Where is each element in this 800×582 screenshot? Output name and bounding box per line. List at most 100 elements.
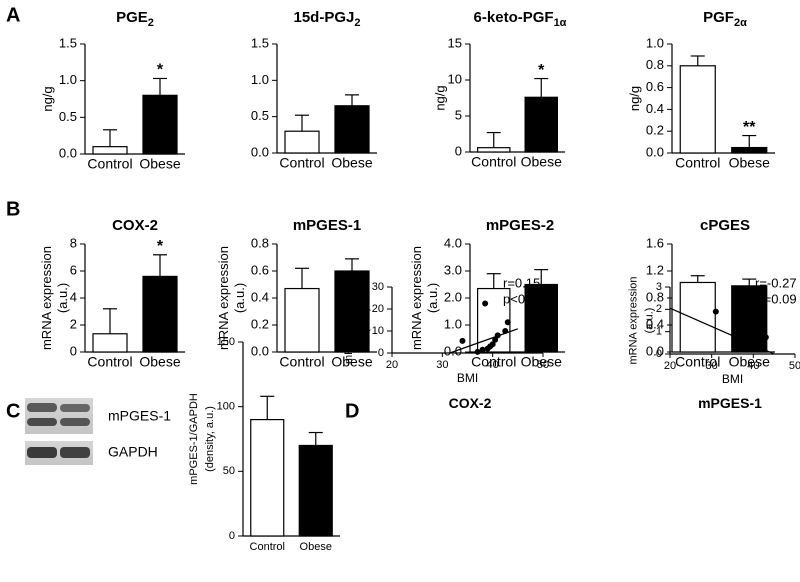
point [474,348,481,355]
bar [334,270,370,353]
y-tick-label: 8 [70,235,77,250]
annotation: r=-0.27 [755,275,797,290]
bar [334,105,370,154]
title-subscript: 2α [734,17,747,29]
x-tick-label: Control [279,155,324,171]
y-tick-label: 1.5 [59,35,77,50]
chart-bar: PGF2α 0.0 0.2 0.4 0.6 0.8 1.0 ng/g Control Obese *… [627,9,775,171]
x-tick-label: 30 [706,360,718,372]
point [712,308,719,315]
y-tick-label: 10 [448,71,462,86]
y-tick-label: 0.0 [646,343,664,358]
y-tick-label: 1.0 [646,35,664,50]
y-tick-label: 1.2 [646,262,664,277]
panel-label: C [6,400,20,422]
y-tick-label: 0.0 [251,144,269,159]
y-tick-label: 0.8 [646,289,664,304]
y-axis-label: ng/g [432,85,447,110]
y-tick-label: 0.2 [251,316,269,331]
bar [679,281,716,353]
point [482,300,489,307]
chart-title: 6-keto-PGF1α [474,9,567,29]
point [459,337,466,344]
y-axis-label: (a.u.) [232,283,247,313]
title-subscript: 2 [354,17,360,29]
point [762,334,769,341]
y-tick-label: 0.2 [646,123,664,138]
x-tick-label: 40 [747,360,759,372]
point [479,346,486,353]
x-tick-label: Control [471,154,516,170]
chart-scatter: mPGES-1 0 1 2 3 mRNA expression (a.u.) 20 30 40 50… [628,275,800,410]
x-tick-label: Control [675,155,720,171]
blot-band [60,404,90,412]
annotation: p<0.05 [503,291,543,306]
blot-band [60,418,90,426]
y-tick-label: 0.5 [59,109,77,124]
x-tick-label: Control [87,354,132,370]
y-axis-label: mRNA expression [343,276,355,364]
bar [679,65,716,154]
y-tick-label: 0.5 [251,108,269,123]
chart-title: mPGES-2 [486,217,554,234]
y-tick-label: 0.0 [59,145,77,160]
x-tick-label: Obese [139,354,180,370]
y-tick-label: 50 [223,465,235,477]
chart-title: mPGES-1 [698,395,762,411]
blot-band [60,447,90,458]
x-tick-label: Obese [521,354,562,370]
point [492,336,499,343]
significance: ** [743,119,756,136]
y-tick-label: 1.0 [251,72,269,87]
bar [284,287,320,353]
x-tick-label: 20 [386,359,398,371]
chart-title: mPGES-1 [293,217,361,234]
bar [284,130,320,154]
y-tick-label: 0.4 [646,101,664,116]
significance: * [157,62,164,79]
blot-band [27,447,57,458]
y-axis-label: mPGES-1/GAPDH [188,393,200,485]
bar [142,275,178,353]
western-blot: mPGES-1 GAPDH [25,398,171,465]
chart-title: cPGES [700,217,750,234]
y-tick-label: 1.0 [444,316,462,331]
y-axis-label: mRNA expression [628,276,640,364]
x-tick-label: Control [87,156,132,172]
y-tick-label: 2 [656,303,662,315]
y-tick-label: 15 [448,35,462,50]
y-axis-label: mRNA expression [409,246,424,350]
y-tick-label: 0 [656,348,662,360]
x-tick-label: Obese [331,155,372,171]
blot-band [27,418,57,426]
y-tick-label: 100 [217,401,235,413]
x-tick-label: Obese [300,541,332,553]
y-tick-label: 3.0 [444,262,462,277]
chart-title: 15d-PGJ2 [294,9,361,29]
x-tick-label: 50 [537,359,549,371]
bar [142,94,178,155]
x-tick-label: Control [250,541,285,553]
panel-label: B [6,198,20,220]
y-axis-label: (a.u.) [55,283,70,313]
chart-bar: COX-2 0 2 4 6 8 mRNA expression (a.u.) Control Ob… [39,217,185,370]
point [494,332,501,339]
y-tick-label: 0.0 [251,343,269,358]
significance: * [538,62,545,79]
x-tick-label: 20 [664,360,676,372]
point [504,319,511,326]
panel-label: D [345,400,359,422]
y-axis-label: (a.u.) [425,283,440,313]
bar [250,419,285,537]
annotation: P=0.09 [755,291,797,306]
significance: * [157,238,164,255]
y-tick-label: 20 [372,303,384,315]
point [489,341,496,348]
y-tick-label: 1 [656,326,662,338]
title-main: 6-keto-PGF [474,9,554,26]
y-axis-label: mRNA expression [216,246,231,350]
chart-bar: 15d-PGJ2 0.0 0.5 1.0 1.5 Control Obese [251,9,377,171]
bar [298,444,333,537]
x-tick-label: 50 [789,360,800,372]
